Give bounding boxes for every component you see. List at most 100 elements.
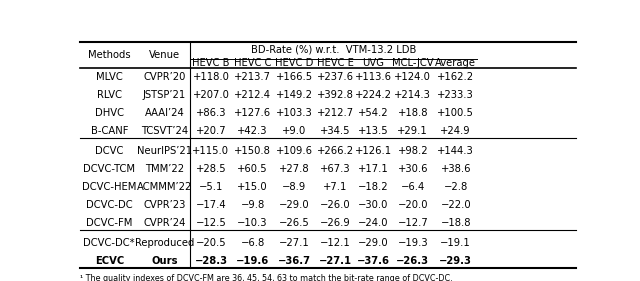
Text: DCVC-HEM: DCVC-HEM xyxy=(82,182,136,192)
Text: +392.8: +392.8 xyxy=(317,90,354,100)
Text: +214.3: +214.3 xyxy=(394,90,431,100)
Text: +113.6: +113.6 xyxy=(355,72,392,82)
Text: HEVC D: HEVC D xyxy=(275,58,314,68)
Text: TCSVT’24: TCSVT’24 xyxy=(141,126,188,136)
Text: DHVC: DHVC xyxy=(95,108,124,118)
Text: +237.6: +237.6 xyxy=(317,72,354,82)
Text: Average: Average xyxy=(435,58,476,68)
Text: +9.0: +9.0 xyxy=(282,126,307,136)
Text: DCVC-DC*: DCVC-DC* xyxy=(83,238,135,248)
Text: −26.0: −26.0 xyxy=(320,200,351,210)
Text: −22.0: −22.0 xyxy=(440,200,471,210)
Text: ECVC: ECVC xyxy=(95,256,124,266)
Text: DCVC-TCM: DCVC-TCM xyxy=(83,164,135,174)
Text: +124.0: +124.0 xyxy=(394,72,431,82)
Text: +100.5: +100.5 xyxy=(437,108,474,118)
Text: −27.1: −27.1 xyxy=(319,256,352,266)
Text: ACMMM’22: ACMMM’22 xyxy=(136,182,192,192)
Text: −5.1: −5.1 xyxy=(199,182,223,192)
Text: +7.1: +7.1 xyxy=(323,182,348,192)
Text: −18.8: −18.8 xyxy=(440,218,471,228)
Text: CVPR’23: CVPR’23 xyxy=(143,200,186,210)
Text: −12.1: −12.1 xyxy=(320,238,351,248)
Text: +60.5: +60.5 xyxy=(237,164,268,174)
Text: +127.6: +127.6 xyxy=(234,108,271,118)
Text: −19.1: −19.1 xyxy=(440,238,471,248)
Text: −28.3: −28.3 xyxy=(195,256,227,266)
Text: +86.3: +86.3 xyxy=(196,108,226,118)
Text: −19.3: −19.3 xyxy=(397,238,428,248)
Text: −2.8: −2.8 xyxy=(444,182,468,192)
Text: MLVC: MLVC xyxy=(96,72,123,82)
Text: +118.0: +118.0 xyxy=(193,72,229,82)
Text: DCVC-FM: DCVC-FM xyxy=(86,218,132,228)
Text: DCVC: DCVC xyxy=(95,146,124,156)
Text: +150.8: +150.8 xyxy=(234,146,271,156)
Text: HEVC C: HEVC C xyxy=(234,58,271,68)
Text: −26.3: −26.3 xyxy=(396,256,429,266)
Text: +149.2: +149.2 xyxy=(276,90,313,100)
Text: +27.8: +27.8 xyxy=(279,164,310,174)
Text: Reproduced: Reproduced xyxy=(134,238,194,248)
Text: +18.8: +18.8 xyxy=(397,108,428,118)
Text: +38.6: +38.6 xyxy=(440,164,471,174)
Text: TMM’22: TMM’22 xyxy=(145,164,184,174)
Text: −29.3: −29.3 xyxy=(439,256,472,266)
Text: NeurIPS’21: NeurIPS’21 xyxy=(137,146,192,156)
Text: +28.5: +28.5 xyxy=(196,164,227,174)
Text: −12.7: −12.7 xyxy=(397,218,428,228)
Text: +103.3: +103.3 xyxy=(276,108,313,118)
Text: −37.6: −37.6 xyxy=(356,256,390,266)
Text: Venue: Venue xyxy=(148,50,180,60)
Text: +212.7: +212.7 xyxy=(317,108,354,118)
Text: +166.5: +166.5 xyxy=(276,72,313,82)
Text: CVPR’24: CVPR’24 xyxy=(143,218,186,228)
Text: Methods: Methods xyxy=(88,50,131,60)
Text: DCVC-DC: DCVC-DC xyxy=(86,200,132,210)
Text: +224.2: +224.2 xyxy=(355,90,392,100)
Text: +115.0: +115.0 xyxy=(193,146,230,156)
Text: +24.9: +24.9 xyxy=(440,126,471,136)
Text: +54.2: +54.2 xyxy=(358,108,388,118)
Text: HEVC B: HEVC B xyxy=(192,58,230,68)
Text: +144.3: +144.3 xyxy=(437,146,474,156)
Text: +266.2: +266.2 xyxy=(317,146,354,156)
Text: −20.0: −20.0 xyxy=(397,200,428,210)
Text: BD-Rate (%) w.r.t.  VTM-13.2 LDB: BD-Rate (%) w.r.t. VTM-13.2 LDB xyxy=(251,45,416,55)
Text: UVG: UVG xyxy=(362,58,384,68)
Text: −27.1: −27.1 xyxy=(279,238,310,248)
Text: −12.5: −12.5 xyxy=(196,218,227,228)
Text: −19.6: −19.6 xyxy=(236,256,269,266)
Text: MCL-JCV: MCL-JCV xyxy=(392,58,434,68)
Text: −17.4: −17.4 xyxy=(196,200,227,210)
Text: −30.0: −30.0 xyxy=(358,200,388,210)
Text: −36.7: −36.7 xyxy=(278,256,311,266)
Text: +162.2: +162.2 xyxy=(437,72,474,82)
Text: ¹ The quality indexes of DCVC-FM are 36, 45, 54, 63 to match the bit-rate range : ¹ The quality indexes of DCVC-FM are 36,… xyxy=(80,273,452,281)
Text: CVPR’20: CVPR’20 xyxy=(143,72,186,82)
Text: RLVC: RLVC xyxy=(97,90,122,100)
Text: +212.4: +212.4 xyxy=(234,90,271,100)
Text: +34.5: +34.5 xyxy=(320,126,351,136)
Text: −29.0: −29.0 xyxy=(358,238,388,248)
Text: +67.3: +67.3 xyxy=(320,164,351,174)
Text: −8.9: −8.9 xyxy=(282,182,307,192)
Text: B-CANF: B-CANF xyxy=(90,126,128,136)
Text: +233.3: +233.3 xyxy=(437,90,474,100)
Text: +29.1: +29.1 xyxy=(397,126,428,136)
Text: −18.2: −18.2 xyxy=(358,182,388,192)
Text: −24.0: −24.0 xyxy=(358,218,388,228)
Text: −26.9: −26.9 xyxy=(320,218,351,228)
Text: −20.5: −20.5 xyxy=(196,238,227,248)
Text: +42.3: +42.3 xyxy=(237,126,268,136)
Text: −6.8: −6.8 xyxy=(241,238,265,248)
Text: +30.6: +30.6 xyxy=(397,164,428,174)
Text: +109.6: +109.6 xyxy=(276,146,313,156)
Text: +98.2: +98.2 xyxy=(397,146,428,156)
Text: HEVC E: HEVC E xyxy=(317,58,354,68)
Text: +213.7: +213.7 xyxy=(234,72,271,82)
Text: −6.4: −6.4 xyxy=(401,182,425,192)
Text: +207.0: +207.0 xyxy=(193,90,229,100)
Text: +20.7: +20.7 xyxy=(196,126,227,136)
Text: Ours: Ours xyxy=(151,256,177,266)
